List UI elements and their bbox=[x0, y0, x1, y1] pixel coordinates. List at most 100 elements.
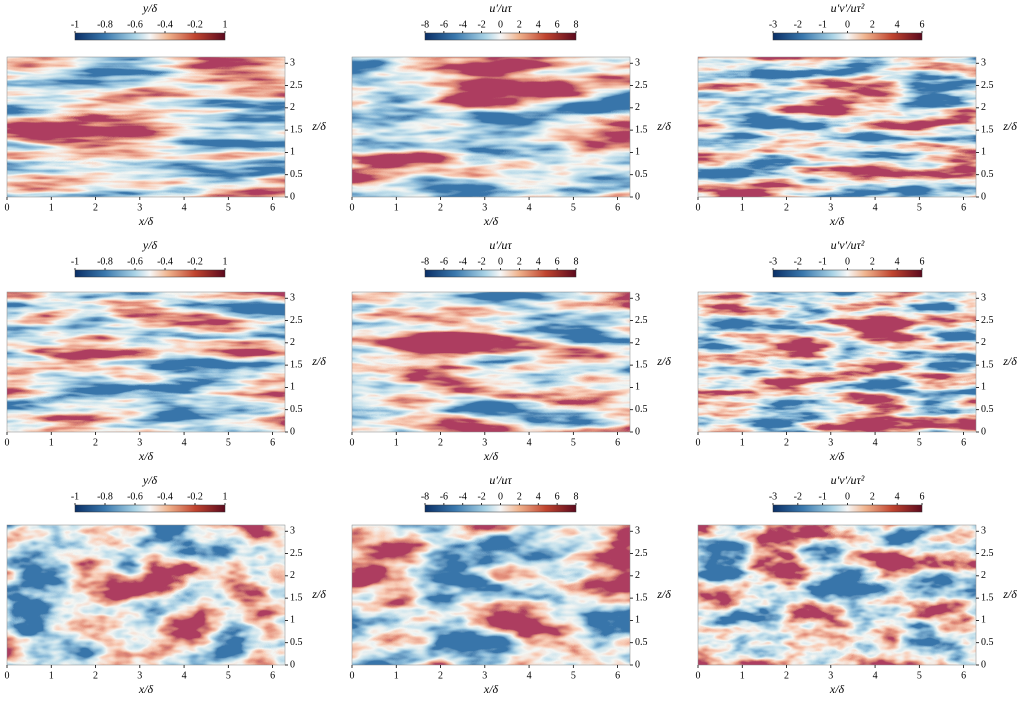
colorbar-title: y/δ bbox=[142, 238, 158, 252]
x-tick-label: 3 bbox=[482, 202, 487, 213]
y-tick-label: 2.5 bbox=[635, 548, 648, 559]
x-tick-label: 2 bbox=[784, 202, 789, 213]
plot-frame bbox=[697, 56, 977, 198]
x-tick-label: 2 bbox=[438, 437, 443, 448]
y-tick-label: 2.5 bbox=[635, 315, 648, 326]
plot-frame bbox=[697, 291, 977, 433]
x-tick-label: 2 bbox=[438, 670, 443, 681]
y-tick-label: 1.5 bbox=[290, 592, 303, 603]
colorbar-tick-label: 1 bbox=[223, 491, 228, 502]
x-tick-label: 3 bbox=[828, 670, 833, 681]
x-axis-label: x/δ bbox=[138, 449, 154, 463]
x-axis-label: x/δ bbox=[829, 449, 845, 463]
y-tick-label: 0 bbox=[981, 426, 986, 437]
y-tick-label: 1.5 bbox=[635, 592, 648, 603]
x-tick-label: 3 bbox=[828, 202, 833, 213]
x-tick-label: 1 bbox=[740, 437, 745, 448]
y-tick-label: 3 bbox=[635, 526, 640, 537]
y-axis-label: z/δ bbox=[1002, 119, 1017, 133]
colorbar-tick-label: -3 bbox=[769, 256, 777, 267]
y-tick-label: 2.5 bbox=[981, 315, 994, 326]
y-axis-label: z/δ bbox=[311, 354, 326, 368]
y-tick-label: 2 bbox=[290, 570, 295, 581]
y-tick-label: 0.5 bbox=[981, 169, 994, 180]
x-tick-label: 3 bbox=[137, 202, 142, 213]
y-axis-label: z/δ bbox=[656, 587, 671, 601]
x-tick-label: 5 bbox=[917, 670, 922, 681]
x-tick-label: 6 bbox=[961, 670, 966, 681]
colorbar-tick-label: 4 bbox=[895, 256, 900, 267]
colorbar-tick-label: -0.6 bbox=[127, 256, 143, 267]
colorbar-tick-label: 0 bbox=[845, 256, 850, 267]
x-tick-label: 0 bbox=[696, 202, 701, 213]
y-tick-label: 0.5 bbox=[635, 169, 648, 180]
plot-frame bbox=[6, 524, 286, 666]
y-tick-label: 0.5 bbox=[290, 637, 303, 648]
colorbar-title: y/δ bbox=[142, 473, 158, 487]
colorbar-tick-label: -6 bbox=[440, 19, 448, 30]
colorbar-title: u′/uτ bbox=[489, 238, 512, 252]
y-tick-label: 0.5 bbox=[290, 169, 303, 180]
y-tick-label: 1.5 bbox=[635, 124, 648, 135]
colorbar-tick-label: -3 bbox=[769, 19, 777, 30]
y-tick-label: 1 bbox=[635, 382, 640, 393]
colorbar bbox=[772, 504, 923, 513]
y-tick-label: 0 bbox=[981, 659, 986, 670]
field bbox=[698, 525, 976, 665]
colorbar-tick-label: -8 bbox=[421, 256, 429, 267]
x-tick-label: 1 bbox=[49, 437, 54, 448]
x-tick-label: 6 bbox=[615, 670, 620, 681]
x-tick-label: 5 bbox=[226, 437, 231, 448]
colorbar bbox=[74, 269, 226, 278]
y-tick-label: 1 bbox=[981, 382, 986, 393]
y-axis-label: z/δ bbox=[656, 119, 671, 133]
y-tick-label: 3 bbox=[290, 293, 295, 304]
x-axis-label: x/δ bbox=[829, 682, 845, 696]
y-tick-label: 2 bbox=[635, 570, 640, 581]
y-tick-label: 2.5 bbox=[290, 548, 303, 559]
colorbar-tick-label: -0.2 bbox=[187, 256, 203, 267]
y-tick-label: 2 bbox=[981, 102, 986, 113]
colorbar-tick-label: -0.8 bbox=[97, 491, 113, 502]
x-tick-label: 4 bbox=[873, 670, 878, 681]
colorbar-tick-label: 6 bbox=[555, 19, 560, 30]
x-tick-label: 1 bbox=[394, 202, 399, 213]
colorbar-title: y/δ bbox=[142, 1, 158, 15]
colorbar-tick-label: -8 bbox=[421, 491, 429, 502]
x-tick-label: 6 bbox=[270, 202, 275, 213]
plot-frame bbox=[351, 56, 631, 198]
y-tick-label: 0.5 bbox=[981, 637, 994, 648]
x-tick-label: 0 bbox=[5, 202, 10, 213]
colorbar-tick-label: 1 bbox=[223, 19, 228, 30]
colorbar-tick-label: -0.2 bbox=[187, 491, 203, 502]
colorbar-tick-label: -4 bbox=[459, 19, 467, 30]
x-axis-label: x/δ bbox=[483, 214, 499, 228]
x-tick-label: 6 bbox=[615, 437, 620, 448]
colorbar-tick-label: 2 bbox=[870, 491, 875, 502]
colorbar-tick-label: -1 bbox=[818, 491, 826, 502]
colorbar bbox=[74, 504, 226, 513]
colorbar bbox=[772, 32, 923, 41]
colorbar-tick-label: 2 bbox=[517, 491, 522, 502]
x-tick-label: 0 bbox=[350, 202, 355, 213]
field bbox=[698, 292, 976, 432]
colorbar-tick-label: 4 bbox=[536, 491, 541, 502]
y-tick-label: 1 bbox=[981, 147, 986, 158]
x-tick-label: 2 bbox=[438, 202, 443, 213]
x-axis-label: x/δ bbox=[138, 682, 154, 696]
colorbar-tick-label: 0 bbox=[845, 19, 850, 30]
colorbar-tick-label: -2 bbox=[477, 19, 485, 30]
y-tick-label: 0 bbox=[290, 426, 295, 437]
x-tick-label: 5 bbox=[226, 670, 231, 681]
y-tick-label: 1 bbox=[290, 147, 295, 158]
colorbar-tick-label: 4 bbox=[536, 19, 541, 30]
y-axis-label: z/δ bbox=[1002, 354, 1017, 368]
colorbar-tick-label: -2 bbox=[477, 256, 485, 267]
colorbar-tick-label: -1 bbox=[818, 19, 826, 30]
colorbar-tick-label: 8 bbox=[574, 19, 579, 30]
colorbar-tick-label: -6 bbox=[440, 491, 448, 502]
x-tick-label: 1 bbox=[394, 437, 399, 448]
x-tick-label: 4 bbox=[527, 670, 532, 681]
x-tick-label: 4 bbox=[873, 437, 878, 448]
y-tick-label: 3 bbox=[981, 526, 986, 537]
